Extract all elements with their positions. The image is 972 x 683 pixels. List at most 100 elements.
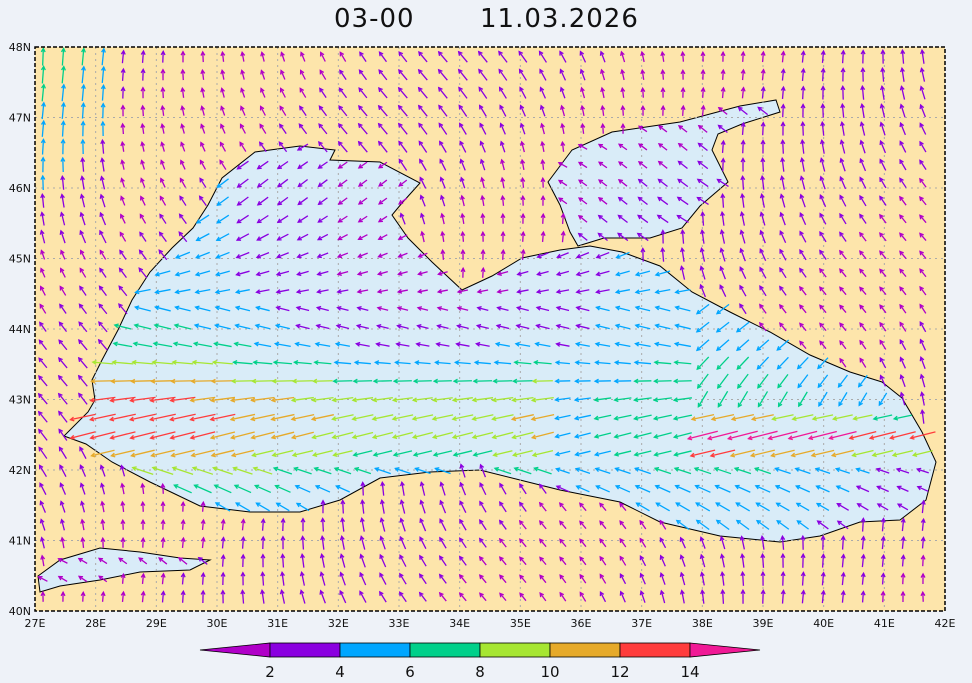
wind-arrow (739, 229, 746, 244)
wind-arrow (260, 553, 266, 568)
wind-arrow (179, 195, 187, 206)
wind-arrow (419, 536, 427, 549)
wind-arrow (335, 485, 350, 493)
wind-arrow (60, 101, 66, 119)
wind-arrow (220, 87, 226, 98)
wind-arrow (256, 160, 269, 170)
wind-arrow (193, 484, 212, 494)
wind-arrow (700, 588, 706, 604)
wind-arrow (310, 414, 334, 422)
wind-arrow (414, 360, 431, 366)
wind-arrow (373, 360, 391, 366)
wind-arrow (172, 341, 193, 348)
wind-arrow (131, 466, 154, 476)
wind-arrow (511, 396, 534, 403)
wind-arrow (759, 193, 765, 208)
wind-arrow (80, 536, 86, 549)
wind-arrow (359, 535, 366, 550)
wind-arrow (439, 518, 447, 531)
wind-arrow (69, 431, 96, 440)
wind-arrow (398, 51, 408, 63)
lat-label: 44N (9, 323, 31, 336)
wind-arrow (919, 285, 927, 296)
wind-arrow (800, 103, 806, 118)
wind-arrow (316, 233, 329, 241)
wind-arrow (419, 517, 427, 532)
wind-arrow (130, 449, 155, 458)
wind-arrow (398, 68, 408, 81)
wind-arrow (899, 321, 907, 332)
wind-arrow (840, 49, 846, 64)
wind-arrow (498, 556, 507, 566)
wind-arrow (739, 211, 746, 226)
lon-label: 36E (571, 617, 592, 630)
wind-arrow (735, 519, 750, 530)
wind-arrow (337, 215, 348, 223)
wind-arrow (557, 161, 568, 168)
wind-arrow (652, 414, 672, 421)
wind-arrow (819, 230, 827, 243)
wind-arrow (319, 553, 325, 568)
wind-arrow (560, 140, 566, 152)
wind-arrow (694, 484, 711, 493)
wind-arrow (240, 535, 246, 549)
wind-arrow (880, 535, 886, 550)
wind-arrow (879, 321, 887, 332)
wind-arrow (37, 575, 48, 582)
wind-arrow (80, 175, 85, 190)
wind-arrow (279, 123, 287, 135)
wind-arrow (597, 143, 608, 151)
wind-arrow (100, 102, 106, 119)
wind-arrow (40, 119, 46, 137)
wind-arrow (677, 125, 688, 133)
wind-arrow (620, 68, 626, 81)
wind-arrow (519, 86, 527, 99)
wind-arrow (839, 139, 846, 154)
wind-arrow (614, 467, 631, 475)
wind-arrow (300, 535, 306, 550)
wind-arrow (460, 194, 465, 207)
wind-arrow (58, 357, 68, 369)
wind-arrow (879, 374, 886, 387)
wind-arrow (160, 50, 166, 63)
wind-arrow (639, 590, 646, 603)
wind-arrow (900, 48, 906, 64)
wind-arrow (59, 229, 66, 244)
wind-arrow (519, 556, 527, 566)
wind-arrow (839, 304, 847, 314)
wind-arrow (39, 321, 47, 332)
wind-arrow (119, 249, 127, 260)
wind-arrow (79, 249, 86, 260)
wind-arrow (133, 305, 151, 312)
wind-arrow (798, 391, 808, 408)
wind-arrow (899, 121, 907, 136)
wind-arrow (451, 431, 474, 440)
wind-arrow (59, 303, 67, 314)
forecast-date: 11.03.2026 (480, 4, 639, 34)
wind-arrow (720, 571, 726, 586)
wind-arrow (799, 248, 807, 261)
wind-arrow (579, 573, 587, 584)
wind-arrow (796, 356, 809, 370)
wind-arrow (779, 230, 787, 244)
wind-arrow (634, 288, 651, 295)
wind-arrow (838, 392, 848, 407)
lon-label: 40E (813, 617, 834, 630)
wind-arrow (597, 196, 608, 205)
wind-arrow (892, 414, 913, 421)
wind-arrow (540, 230, 546, 242)
wind-arrow (140, 572, 146, 584)
wind-arrow (193, 323, 212, 330)
wind-arrow (559, 574, 567, 584)
wind-arrow (656, 214, 669, 224)
wind-arrow (417, 86, 428, 99)
wind-arrow (878, 392, 888, 407)
wind-arrow (540, 212, 546, 224)
wind-arrow (799, 285, 807, 296)
wind-arrow (919, 320, 927, 333)
wind-arrow (715, 303, 730, 315)
wind-arrow (636, 232, 649, 242)
wind-arrow (811, 414, 834, 421)
wind-arrow (110, 449, 135, 458)
wind-arrow (860, 84, 866, 100)
